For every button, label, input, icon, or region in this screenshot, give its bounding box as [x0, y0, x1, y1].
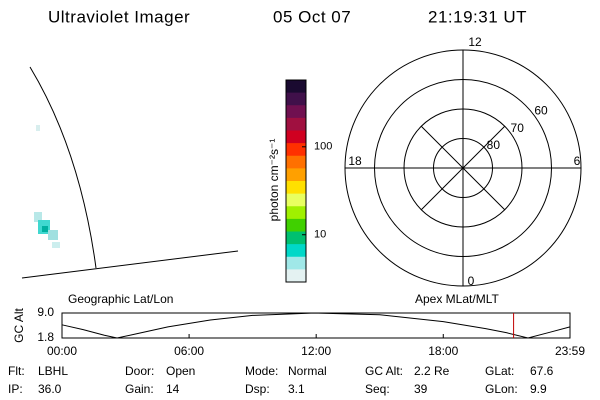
field-label: GC Alt: — [365, 364, 403, 378]
footer: Flt: LBHL Door: Open Mode: Normal GC Alt: 2.2 R… — [8, 364, 554, 396]
field-label: Flt: — [8, 364, 25, 378]
y-axis-label: GC Alt — [12, 308, 26, 343]
time: 21:19:31 UT — [428, 7, 527, 26]
colorbar-label: photon cm⁻²s⁻¹ — [267, 139, 281, 222]
altitude-plot: Geographic Lat/Lon Apex MLat/MLT GC Alt 9.0… — [12, 292, 585, 358]
y-tick-label: 9.0 — [37, 305, 54, 319]
mlt-label: 18 — [348, 154, 362, 168]
field-value: LBHL — [38, 364, 68, 378]
mlt-label: 6 — [574, 154, 581, 168]
altitude-line — [61, 312, 571, 339]
color-swatch — [286, 231, 306, 245]
color-swatch — [286, 92, 306, 106]
map-panel — [21, 66, 239, 279]
emission — [36, 125, 40, 131]
x-tick-label: 06:00 — [174, 344, 204, 358]
field-label: IP: — [8, 382, 23, 396]
field-label: Mode: — [245, 364, 278, 378]
polar-diagonal — [420, 125, 506, 211]
color-swatch — [286, 168, 306, 182]
annotation: Geographic Lat/Lon — [68, 292, 173, 306]
color-swatch — [286, 80, 306, 94]
emission — [34, 212, 42, 222]
field-value: 39 — [414, 382, 428, 396]
field-value: 36.0 — [38, 382, 62, 396]
color-swatch — [286, 218, 306, 232]
field-value: 9.9 — [530, 382, 547, 396]
color-swatch — [286, 269, 306, 283]
field-label: GLat: — [485, 364, 514, 378]
mlt-label: 12 — [468, 35, 482, 49]
field-value: 14 — [166, 382, 180, 396]
colorbar-tick-label: 100 — [314, 141, 332, 153]
colorbar: 10 100 — [285, 79, 332, 283]
limb — [29, 66, 97, 269]
emission — [52, 242, 60, 248]
x-tick-label: 18:00 — [428, 344, 458, 358]
annotation: Apex MLat/MLT — [415, 292, 499, 306]
color-swatch — [286, 130, 306, 144]
color-swatch — [286, 244, 306, 258]
x-tick-label: 00:00 — [47, 344, 77, 358]
date: 05 Oct 07 — [273, 7, 351, 26]
title: Ultraviolet Imager — [48, 7, 190, 26]
x-tick-label: 23:59 — [555, 344, 585, 358]
field-value: Open — [166, 364, 195, 378]
emission — [48, 230, 58, 240]
field-value: 67.6 — [530, 364, 554, 378]
field-label: GLon: — [485, 382, 518, 396]
field-value: 2.2 Re — [414, 364, 450, 378]
map-edge — [21, 250, 239, 279]
color-swatch — [286, 193, 306, 207]
field-value: 3.1 — [288, 382, 305, 396]
ring-label: 80 — [487, 138, 501, 152]
emission — [42, 226, 48, 232]
field-value: Normal — [288, 364, 327, 378]
color-swatch — [286, 117, 306, 131]
mlt-label: 0 — [468, 274, 475, 288]
ring-label: 70 — [511, 121, 525, 135]
field-label: Door: — [125, 364, 154, 378]
colorbar-frame — [285, 79, 307, 283]
color-swatch — [286, 155, 306, 169]
ring-label: 60 — [534, 103, 548, 117]
field-label: Seq: — [365, 382, 390, 396]
y-tick-label: 1.8 — [37, 330, 54, 344]
color-swatch — [286, 105, 306, 119]
field-label: Dsp: — [245, 382, 270, 396]
color-swatch — [286, 256, 306, 270]
color-swatch — [286, 143, 306, 157]
color-swatch — [286, 206, 306, 220]
colorbar-tick-label: 10 — [314, 229, 326, 241]
color-swatch — [286, 181, 306, 195]
field-label: Gain: — [125, 382, 154, 396]
x-tick-label: 12:00 — [301, 344, 331, 358]
